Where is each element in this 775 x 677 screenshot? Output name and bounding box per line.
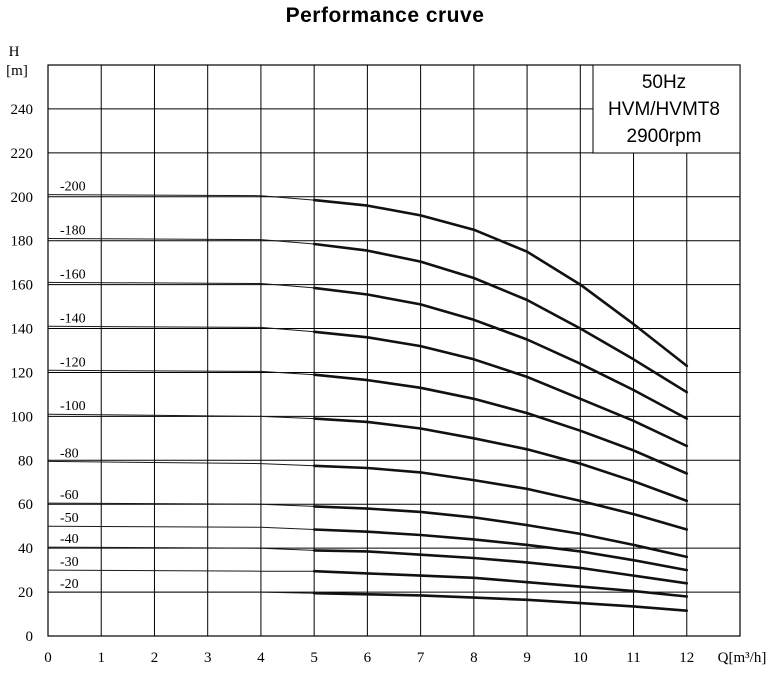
x-tick-label: 10: [573, 650, 588, 666]
legend-entry: HVM/HVMT8: [608, 99, 720, 120]
legend-entry: 50Hz: [642, 72, 686, 93]
series-label: -50: [60, 511, 79, 526]
series-line: [312, 417, 689, 503]
series-line: [312, 198, 689, 368]
series-layer: [47, 194, 689, 612]
curve-labels: -200 -180 -160 -140 -120 -100 -80 -60 -50 -40 -30 -…: [60, 180, 86, 593]
legend-box: 50Hz HVM/HVMT8 2900rpm: [592, 64, 741, 154]
series-label: -30: [60, 555, 79, 570]
x-tick-label: 7: [417, 650, 425, 666]
tick-labels: 0 1 2 3 4 5 6 7 8 9 10 11 12020406080100120140160180…: [11, 102, 695, 666]
x-tick-label: 3: [204, 650, 212, 666]
x-tick-label: 8: [470, 650, 478, 666]
legend-entry: 2900rpm: [627, 126, 702, 147]
y-axis-unit: [m]: [6, 63, 28, 79]
series-line: [312, 464, 689, 531]
series-label: -40: [60, 532, 79, 547]
y-tick-label: 20: [18, 585, 33, 601]
y-axis-label: H: [9, 44, 20, 60]
series-line: [312, 242, 689, 394]
series-line: [312, 591, 689, 612]
series-line: [312, 569, 689, 598]
grid-layer: [47, 64, 741, 637]
series-label: -80: [60, 446, 79, 461]
y-tick-label: 60: [18, 497, 33, 513]
x-tick-label: 6: [364, 650, 372, 666]
x-tick-label: 5: [310, 650, 318, 666]
y-tick-label: 0: [26, 629, 34, 645]
series-line: [312, 373, 689, 475]
series-label: -20: [60, 577, 79, 592]
x-tick-label: 2: [151, 650, 159, 666]
series-label: -180: [60, 223, 86, 238]
y-tick-label: 200: [11, 190, 34, 206]
legend-background: [592, 64, 741, 154]
series-label: -140: [60, 311, 86, 326]
y-tick-label: 140: [11, 322, 34, 338]
y-tick-label: 80: [18, 453, 33, 469]
series-label: -120: [60, 355, 86, 370]
x-tick-label: 12: [679, 650, 694, 666]
series-label: -60: [60, 488, 79, 503]
y-tick-label: 120: [11, 365, 34, 381]
y-tick-label: 100: [11, 409, 34, 425]
y-tick-label: 240: [11, 102, 34, 118]
x-tick-label: 1: [97, 650, 105, 666]
series-line: [312, 330, 689, 448]
x-tick-label: 0: [44, 650, 52, 666]
series-label: -160: [60, 267, 86, 282]
series-line: [312, 505, 689, 559]
series-line: [312, 286, 689, 420]
series-line: [312, 528, 689, 572]
x-tick-label: 9: [523, 650, 531, 666]
y-tick-label: 40: [18, 541, 33, 557]
y-tick-label: 220: [11, 146, 34, 162]
x-axis-label: Q[m³/h]: [718, 650, 767, 666]
series-label: -200: [60, 180, 86, 195]
plot-frame: [47, 64, 741, 637]
y-tick-label: 180: [11, 234, 34, 250]
y-tick-label: 160: [11, 278, 34, 294]
chart-title: Performance cruve: [286, 4, 485, 27]
x-tick-label: 11: [626, 650, 640, 666]
x-tick-label: 4: [257, 650, 265, 666]
series-line: [312, 549, 689, 585]
series-label: -100: [60, 399, 86, 414]
